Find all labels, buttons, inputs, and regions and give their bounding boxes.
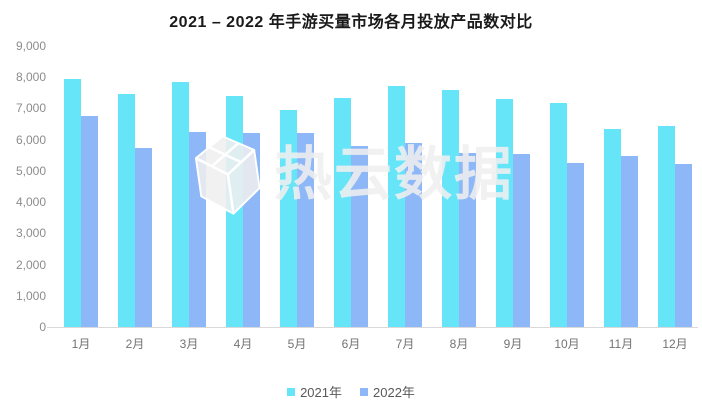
bar-group-12月: [648, 46, 702, 327]
bar-group-5月: [270, 46, 324, 327]
bar-2022年-4月: [243, 133, 260, 327]
bar-2021年-11月: [604, 128, 621, 327]
y-tick-label: 6,000: [15, 132, 46, 147]
x-tick-label: 12月: [662, 337, 688, 351]
bar-group-1月: [54, 46, 108, 327]
y-tick-label: 8,000: [15, 70, 46, 85]
bar-group-4月: [216, 46, 270, 327]
y-axis: 0 1,000 2,000 3,000 4,000 5,000 6,000 7,000 8,00…: [0, 0, 46, 405]
x-tick-label: 7月: [395, 337, 415, 351]
y-tick-label: 2,000: [15, 257, 46, 272]
x-tick-label: 3月: [179, 337, 199, 351]
bar-2022年-12月: [675, 163, 692, 327]
legend-marker-icon: [360, 387, 368, 396]
bar-2021年-1月: [64, 78, 81, 327]
x-tick-label: 10月: [554, 337, 580, 351]
bar-2022年-1月: [81, 115, 98, 327]
x-axis-line: [47, 327, 698, 328]
bar-2022年-11月: [621, 156, 638, 327]
x-tick-label: 4月: [233, 337, 253, 351]
bar-group-11月: [594, 46, 648, 327]
bar-group-9月: [486, 46, 540, 327]
bar-2022年-9月: [513, 154, 530, 327]
bar-group-2月: [108, 46, 162, 327]
bar-2021年-7月: [388, 86, 405, 327]
bar-group-10月: [540, 46, 594, 327]
x-tick-label: 9月: [503, 337, 523, 351]
legend-label: 2021年: [300, 385, 342, 400]
y-tick-label: 9,000: [15, 39, 46, 53]
bar-2021年-9月: [496, 99, 513, 327]
bar-2022年-3月: [189, 131, 206, 327]
y-tick-label: 7,000: [15, 101, 46, 116]
x-tick-label: 2月: [125, 337, 145, 351]
legend-label: 2022年: [373, 385, 415, 400]
y-tick-label: 5,000: [15, 163, 46, 178]
bar-2022年-10月: [567, 162, 584, 327]
bar-2021年-12月: [658, 125, 675, 327]
bar-2022年-2月: [135, 147, 152, 327]
bar-group-8月: [432, 46, 486, 327]
bar-2021年-6月: [334, 97, 351, 327]
x-tick-label: 6月: [341, 337, 361, 351]
chart-title: 2021 – 2022 年手游买量市场各月投放产品数对比: [169, 14, 533, 31]
x-tick-label: 11月: [608, 337, 634, 351]
y-tick-label: 4,000: [15, 195, 46, 210]
bar-2022年-7月: [405, 143, 422, 327]
bar-2021年-3月: [172, 82, 189, 327]
y-tick-label: 1,000: [15, 288, 46, 303]
legend-marker-icon: [287, 387, 296, 396]
y-tick-label: 0: [39, 320, 46, 334]
x-tick-label: 8月: [449, 337, 469, 351]
bar-2021年-4月: [226, 96, 243, 327]
bar-2022年-6月: [351, 146, 368, 327]
y-tick-label: 3,000: [15, 226, 46, 241]
legend-item-2021年: 2021年: [287, 382, 342, 401]
x-tick-label: 5月: [287, 337, 307, 351]
x-tick-label: 1月: [71, 337, 91, 351]
bar-2021年-8月: [442, 90, 459, 327]
bar-2021年-2月: [118, 94, 135, 327]
plot-area: [54, 46, 702, 327]
bar-2021年-10月: [550, 103, 567, 327]
bar-group-3月: [162, 46, 216, 327]
bar-2022年-5月: [297, 132, 314, 327]
bar-2021年-5月: [280, 110, 297, 327]
legend-item-2022年: 2022年: [360, 382, 415, 401]
x-axis: 1月 2月 3月 4月 5月 6月 7月 8月 9月 10月 11月 12月: [54, 335, 702, 352]
bar-2022年-8月: [459, 153, 476, 327]
bar-group-7月: [378, 46, 432, 327]
bar-group-6月: [324, 46, 378, 327]
legend: 2021年 2022年: [0, 382, 702, 401]
